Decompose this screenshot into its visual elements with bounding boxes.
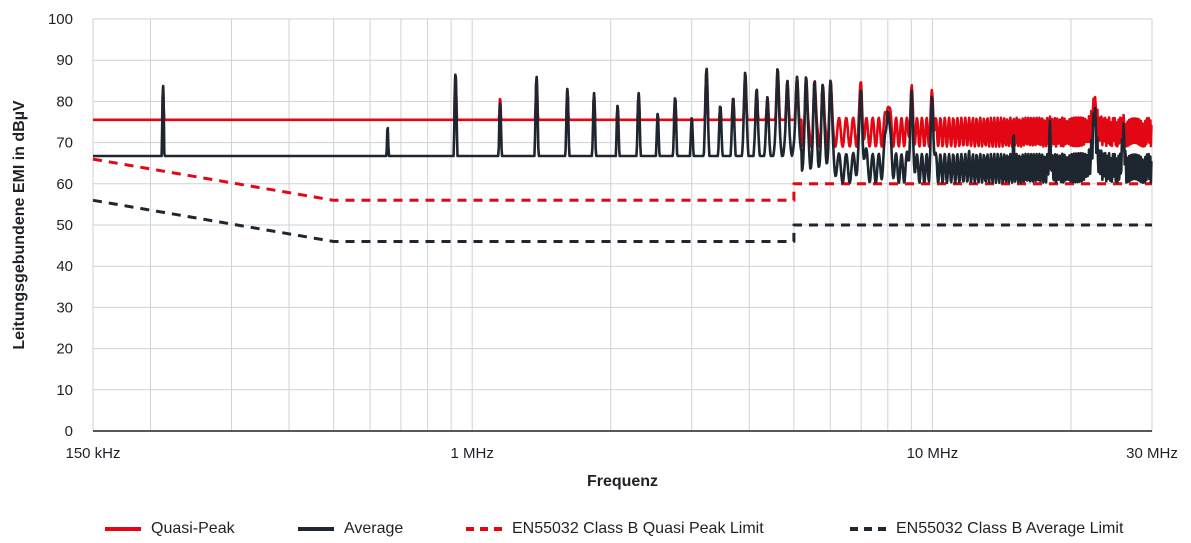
legend-swatch-qp-limit (466, 527, 502, 531)
legend-swatch-average (298, 527, 334, 531)
series-group (92, 67, 1153, 243)
y-tick-label: 40 (56, 258, 73, 275)
x-tick-label: 150 kHz (65, 445, 120, 462)
x-tick-label: 10 MHz (907, 445, 959, 462)
y-tick-label: 60 (56, 176, 73, 193)
legend-item-average: Average (298, 518, 403, 540)
series-average (92, 67, 1153, 185)
legend-label-avg-limit: EN55032 Class B Average Limit (896, 520, 1124, 537)
y-tick-label: 20 (56, 341, 73, 358)
legend-swatch-quasi-peak (105, 527, 141, 531)
legend: Quasi-Peak Average EN55032 Class B Quasi… (0, 518, 1191, 543)
legend-item-avg-limit: EN55032 Class B Average Limit (850, 518, 1123, 540)
x-tick-label: 1 MHz (451, 445, 494, 462)
series-avg-limit (92, 198, 1152, 243)
series-qp-limit (92, 157, 1152, 202)
legend-label-quasi-peak: Quasi-Peak (151, 520, 235, 537)
x-axis-ticks: 150 kHz 1 MHz 10 MHz 30 MHz (65, 445, 1177, 462)
y-tick-label: 80 (56, 93, 73, 110)
y-tick-label: 100 (48, 11, 73, 28)
y-tick-label: 30 (56, 299, 73, 316)
legend-item-qp-limit: EN55032 Class B Quasi Peak Limit (466, 518, 764, 540)
y-tick-label: 10 (56, 382, 73, 399)
y-tick-label: 0 (65, 423, 73, 440)
y-tick-label: 90 (56, 52, 73, 69)
x-axis-title: Frequenz (587, 473, 658, 490)
legend-swatch-avg-limit (850, 527, 886, 531)
legend-label-average: Average (344, 520, 404, 537)
x-tick-label: 30 MHz (1126, 445, 1178, 462)
series-quasi-peak (92, 67, 1153, 148)
y-axis-title: Leitungsgebundene EMI in dBµV (11, 100, 28, 350)
y-tick-label: 70 (56, 135, 73, 152)
y-axis-ticks: 0 10 20 30 40 50 60 70 80 90 100 (48, 11, 73, 440)
legend-item-quasi-peak: Quasi-Peak (105, 518, 235, 540)
legend-label-qp-limit: EN55032 Class B Quasi Peak Limit (512, 520, 764, 537)
y-tick-label: 50 (56, 217, 73, 234)
